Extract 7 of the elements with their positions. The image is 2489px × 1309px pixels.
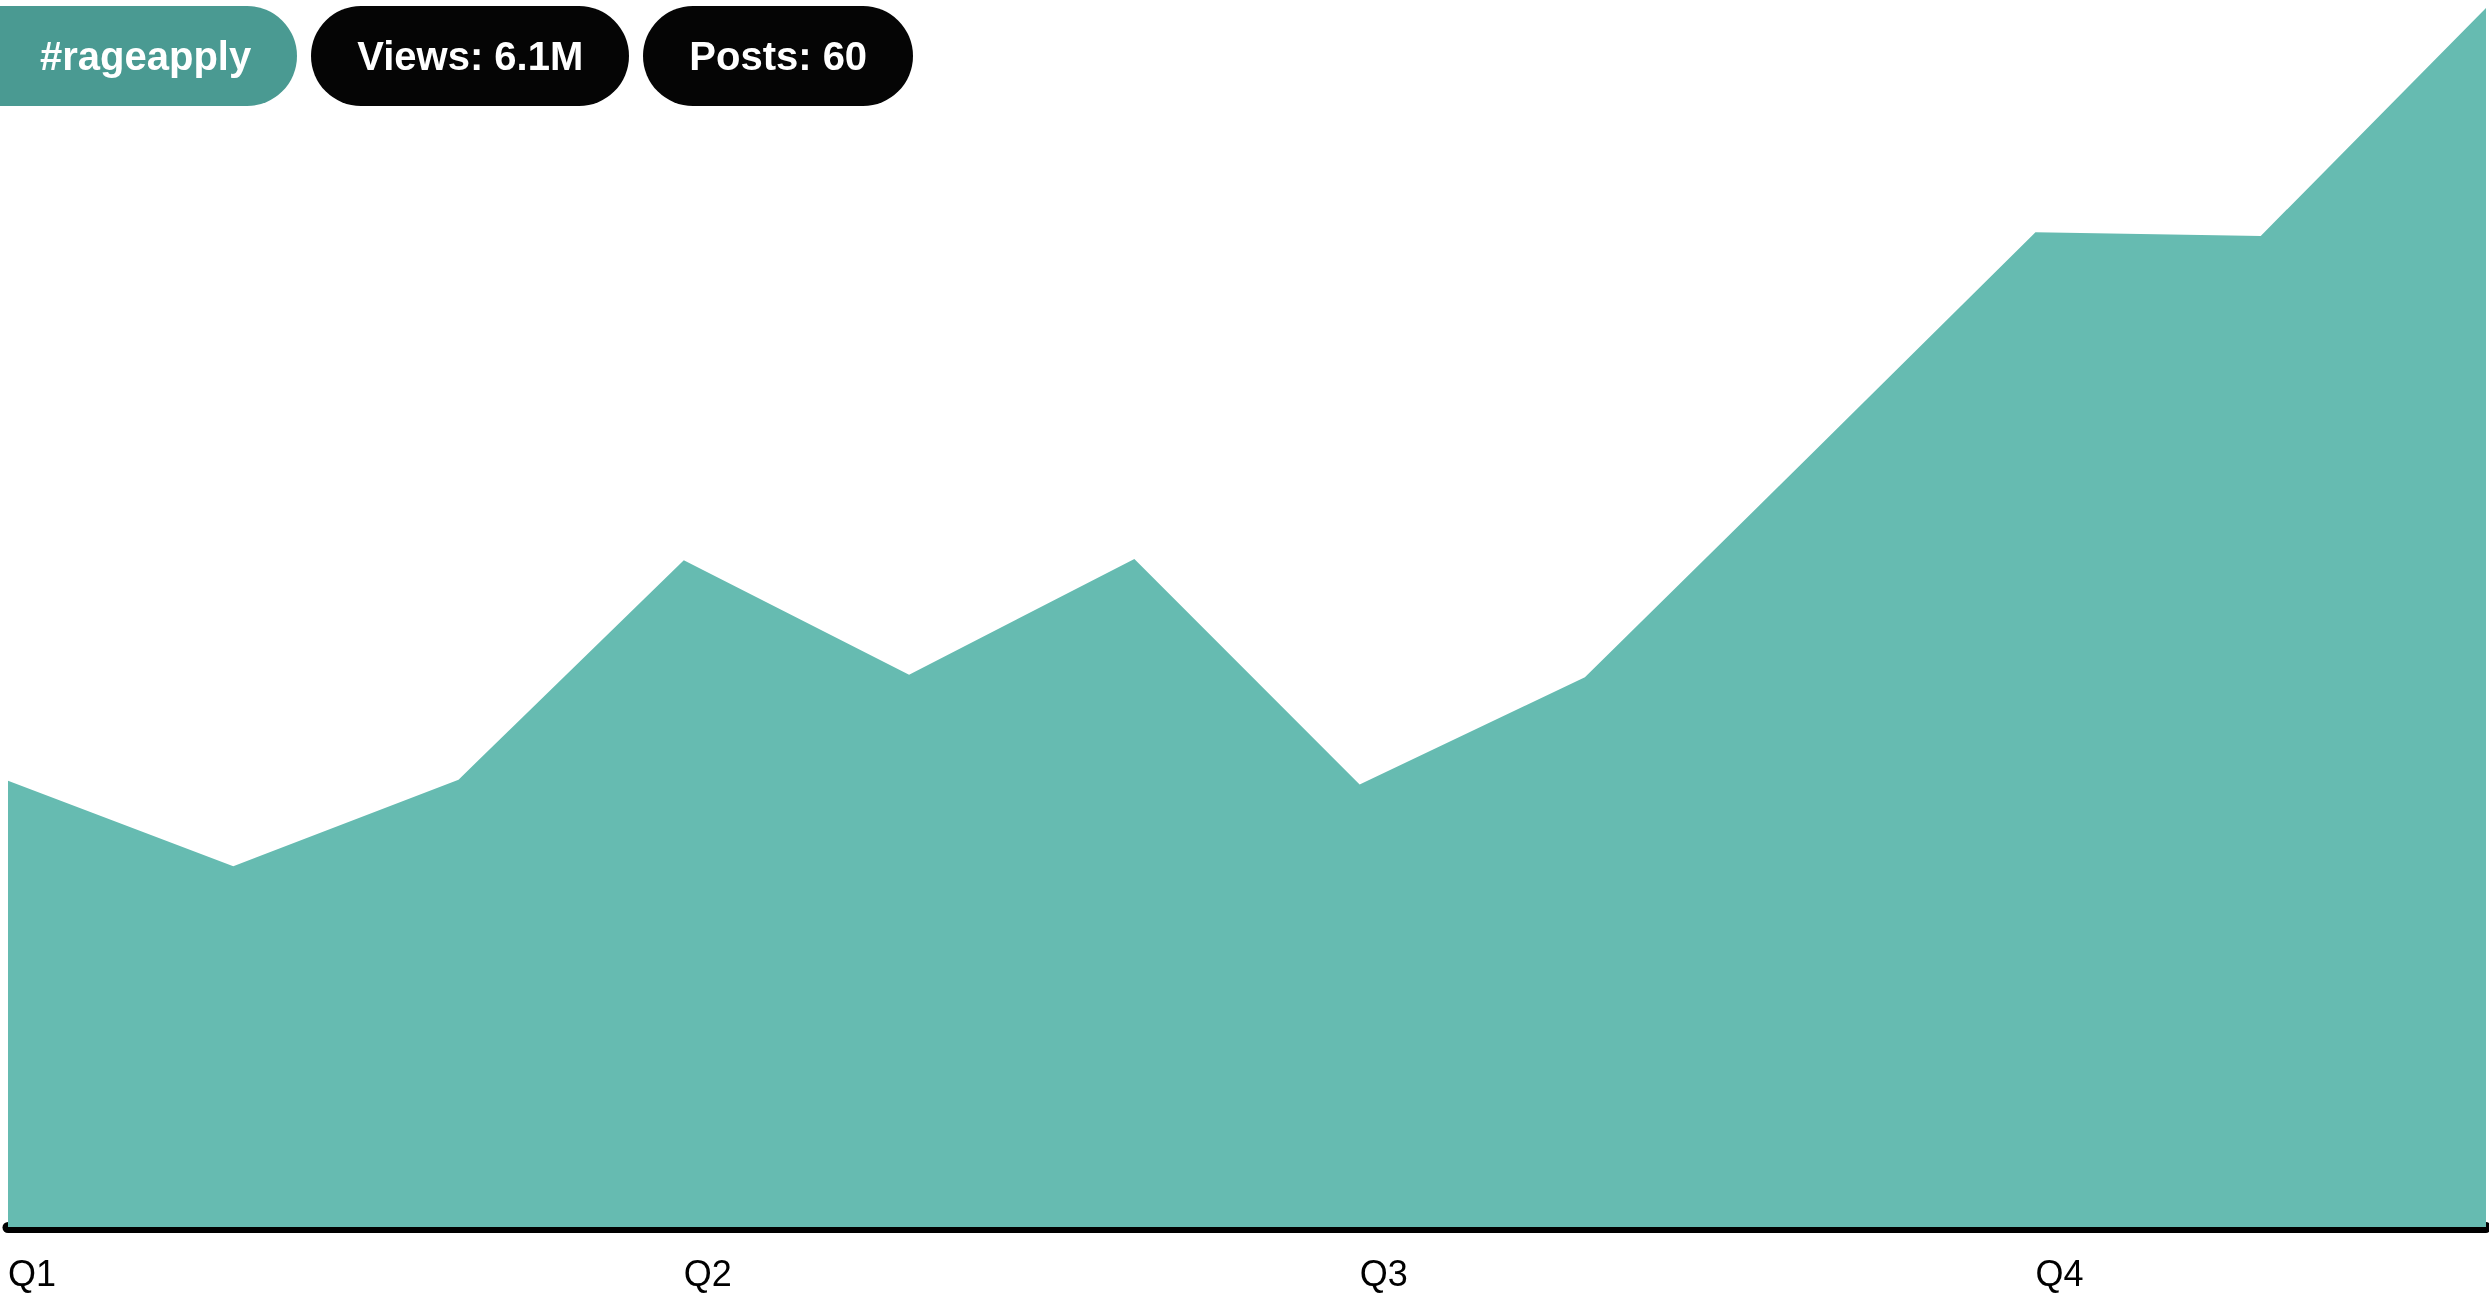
text: #rageapply (0, 6, 298, 106)
x-tick-label: Q2 (683, 1252, 732, 1294)
annotation: Views: 6.1M (311, 6, 630, 106)
x-tick-label: Q3 (1359, 1252, 1408, 1294)
x-tick-label: Q1 (8, 1252, 57, 1294)
annotation: Posts: 60 (643, 6, 914, 106)
x-tick-label: Q4 (2035, 1252, 2084, 1294)
